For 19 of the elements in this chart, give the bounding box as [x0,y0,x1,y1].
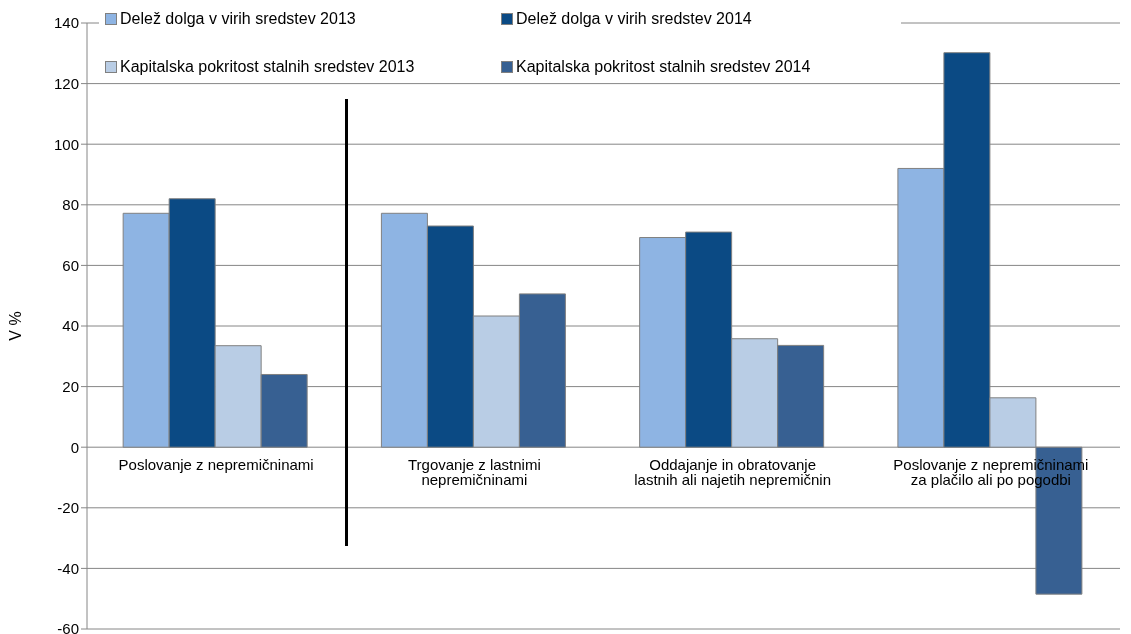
y-tick-label: 40 [62,317,79,335]
y-tick-label: 20 [62,377,79,395]
y-tick-label: 140 [53,14,79,32]
y-axis-title: V % [6,311,24,341]
y-tick-label: -20 [57,499,79,517]
x-tick-label: Trgovanje z lastnimi nepremičninami [407,455,541,488]
legend-label: Kapitalska pokritost stalnih sredstev 2013 [120,58,415,76]
x-tick-label: Poslovanje z nepremičninami [118,455,314,473]
legend-label: Delež dolga v virih sredstev 2013 [120,10,356,28]
legend-label: Kapitalska pokritost stalnih sredstev 2014 [516,58,811,76]
x-tick-label: Oddajanje in obratovanje lastnih ali najetih nepremičnin [634,455,832,488]
y-tick-label: 0 [70,438,79,456]
y-tick-label: 60 [62,256,79,274]
y-tick-label: 80 [62,196,79,214]
legend-label: Delež dolga v virih sredstev 2014 [516,10,752,28]
y-tick-label: 100 [53,135,79,153]
y-tick-label: -40 [57,559,79,577]
y-tick-label: -60 [57,620,79,634]
y-tick-label: 120 [53,74,79,92]
